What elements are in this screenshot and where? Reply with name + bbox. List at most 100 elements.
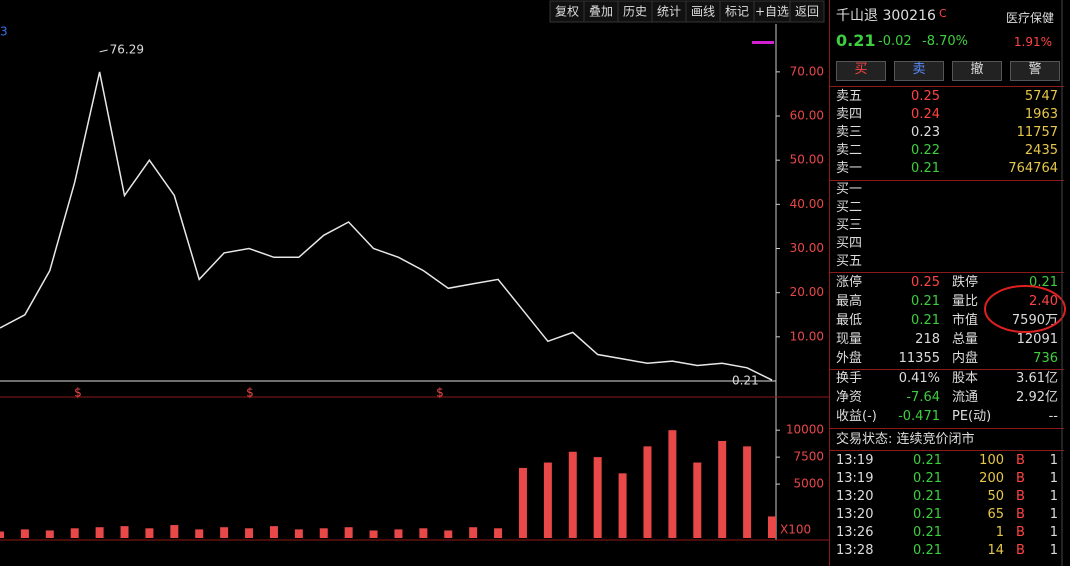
toolbar-label[interactable]: 历史 (623, 5, 647, 19)
stat-value: 0.21 (911, 313, 940, 328)
ask-label: 卖一 (836, 161, 863, 176)
trade-count: 1 (1049, 543, 1058, 558)
volume-bar (245, 528, 254, 538)
volume-bar (319, 528, 328, 538)
flag: C (939, 7, 947, 20)
trade-button[interactable]: 撤 (952, 61, 1002, 81)
trade-side: B (1016, 525, 1025, 540)
corner-label: 3 (0, 25, 8, 39)
stat-value: 0.25 (911, 275, 940, 290)
change: -0.02 (878, 34, 912, 49)
ask-price: 0.23 (911, 125, 940, 140)
ask-volume: 5747 (1024, 89, 1058, 104)
stat-value: 218 (915, 332, 940, 347)
y-tick-label: 20.00 (790, 285, 824, 299)
stat-value: 12091 (1016, 332, 1058, 347)
volume-bar (518, 467, 527, 538)
stat-label: 现量 (836, 332, 863, 347)
stat-label: 内盘 (952, 351, 979, 366)
volume-bar (269, 526, 278, 538)
divider (830, 180, 1064, 181)
volume-bar (145, 528, 154, 538)
bid-label: 买一 (836, 182, 863, 197)
volume-bar (494, 528, 503, 538)
stat-label: 净资 (836, 390, 863, 405)
sector: 医疗保健 (1006, 11, 1055, 25)
event-marker: $ (246, 386, 254, 400)
volume-bar (344, 527, 353, 538)
trade-time: 13:19 (836, 471, 874, 486)
trade-time: 13:28 (836, 543, 874, 558)
volume-bar (693, 462, 702, 538)
peak-label: 76.29 (110, 43, 144, 57)
trade-price: 0.21 (913, 543, 942, 558)
y-tick-label: 50.00 (790, 153, 824, 167)
toolbar-label[interactable]: +自选 (755, 5, 789, 19)
ask-price: 0.21 (911, 161, 940, 176)
volume-bar (369, 530, 378, 538)
volume-bar (45, 530, 54, 538)
y-tick-label: 10.00 (790, 329, 824, 343)
trade-button[interactable]: 卖 (894, 61, 944, 81)
event-marker: $ (436, 386, 444, 400)
trade-time: 13:20 (836, 489, 874, 504)
stat-label: 收益(-) (836, 409, 877, 424)
stat-value: 0.41% (898, 371, 940, 386)
toolbar-label[interactable]: 画线 (691, 5, 715, 19)
toolbar-label[interactable]: 叠加 (589, 5, 613, 19)
stock-name: 千山退 300216 (836, 8, 936, 24)
chart: 复权 叠加 历史 统计 画线 标记 +自选 返回 10.00 20.00 30.00 40.00 50.… (0, 0, 830, 541)
change-pct: -8.70% (922, 34, 968, 49)
stat-label: 总量 (952, 332, 979, 347)
trade-side: B (1016, 453, 1025, 468)
bid-label: 买三 (836, 218, 863, 233)
trade-price: 0.21 (913, 453, 942, 468)
stat-label: 量比 (952, 294, 979, 309)
divider (830, 428, 1064, 429)
trade-status: 交易状态: 连续竞价闭市 (836, 432, 975, 447)
scroll-marker (752, 41, 774, 44)
trade-price: 0.21 (913, 525, 942, 540)
bid-label: 买四 (836, 236, 863, 251)
volume-bar (568, 451, 577, 538)
trade-volume: 100 (979, 453, 1004, 468)
volume-bar (394, 529, 403, 538)
volume-bar (618, 473, 627, 538)
volume-bar (0, 531, 4, 538)
divider (830, 450, 1064, 451)
stat-label: PE(动) (952, 409, 992, 424)
volume-bar (543, 462, 552, 538)
y-tick-label: 30.00 (790, 241, 824, 255)
y-tick-label: 60.00 (790, 109, 824, 123)
ask-volume: 2435 (1024, 143, 1058, 158)
stat-label: 市值 (952, 313, 979, 328)
trade-time: 13:20 (836, 507, 874, 522)
stat-label: 涨停 (836, 275, 863, 290)
stat-value: 7590万 (1011, 313, 1058, 328)
volume-bar (593, 457, 602, 538)
trade-time: 13:26 (836, 525, 874, 540)
ask-label: 卖四 (836, 107, 863, 122)
ask-label: 卖二 (836, 143, 863, 158)
trade-side: B (1016, 507, 1025, 522)
toolbar-button[interactable] (789, 0, 825, 23)
stat-value: 2.40 (1029, 294, 1058, 309)
y-tick-label: 70.00 (790, 64, 824, 78)
trade-volume: 65 (987, 507, 1004, 522)
toolbar-label[interactable]: 标记 (725, 5, 749, 19)
last-label: 0.21 (732, 374, 759, 388)
toolbar-label[interactable]: 返回 (795, 5, 819, 19)
volume-bar (643, 446, 652, 538)
price-line (0, 71, 773, 381)
ask-volume: 11757 (1016, 125, 1058, 140)
toolbar-label[interactable]: 统计 (657, 5, 681, 19)
trade-button[interactable]: 买 (836, 61, 886, 81)
toolbar-label[interactable]: 复权 (555, 5, 579, 19)
volume-bar (220, 527, 229, 538)
trade-button[interactable]: 警 (1010, 61, 1060, 81)
event-marker: $ (74, 386, 82, 400)
quote-panel: 千山退 300216 C 医疗保健 0.21 -0.02 -8.70% 1.91% 买卖撤警卖… (829, 0, 1064, 566)
stat-value: 0.21 (1029, 275, 1058, 290)
stat-value: 736 (1033, 351, 1058, 366)
peak-pointer (99, 49, 108, 53)
